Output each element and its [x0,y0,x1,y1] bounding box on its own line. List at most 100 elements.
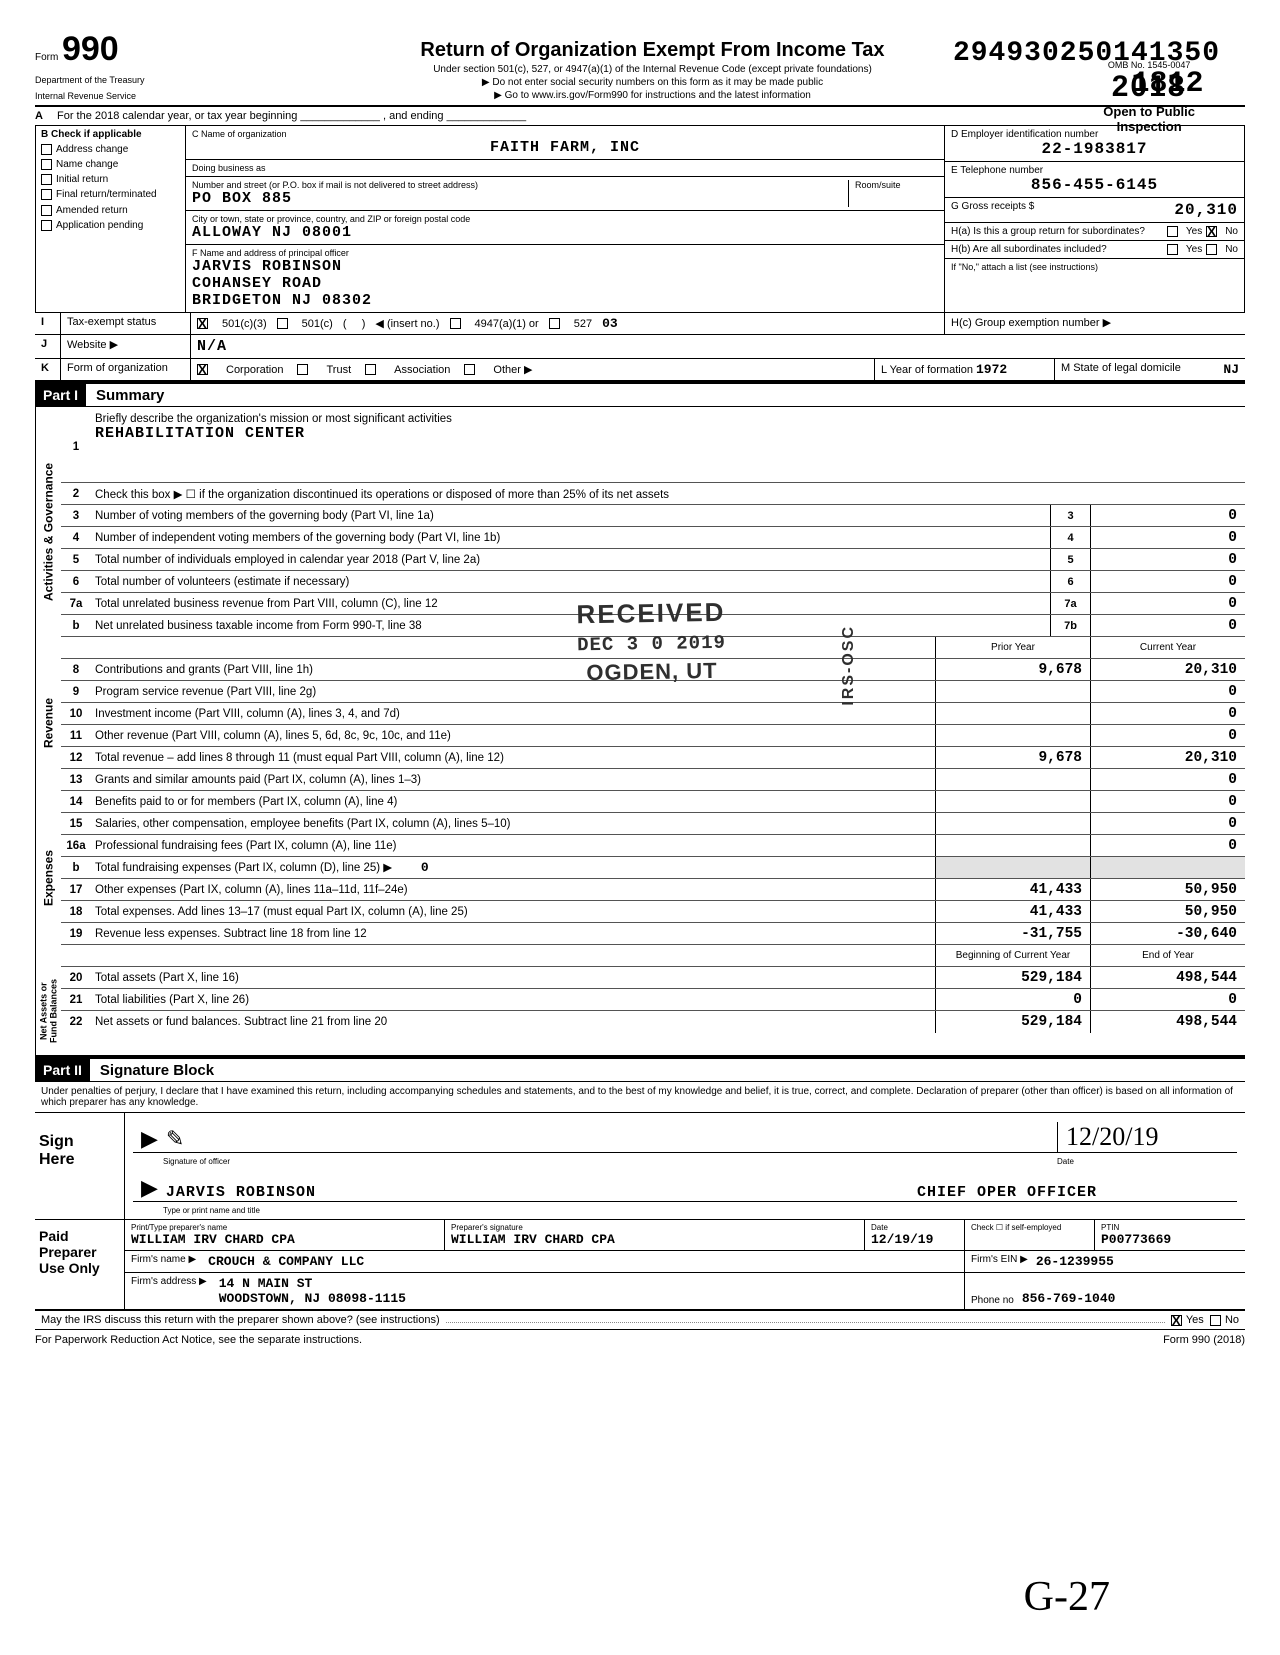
side-expenses: Expenses [35,789,61,967]
perjury-statement: Under penalties of perjury, I declare th… [35,1082,1245,1113]
p17: 41,433 [935,879,1090,900]
c13: 0 [1090,769,1245,790]
chk-association[interactable] [365,364,376,375]
stamp-irs-osc: IRS-OSC [840,625,858,706]
eoy-head: End of Year [1090,945,1245,966]
year-formed: 1972 [976,362,1007,377]
h-self-employed: Check ☐ if self-employed [965,1220,1095,1250]
ha-yes[interactable] [1167,226,1178,237]
line16a: Professional fundraising fees (Part IX, … [91,838,935,854]
current-year-head: Current Year [1090,637,1245,658]
omb-no: OMB No. 1545-0047 [1103,60,1195,70]
v7a: 0 [1090,593,1245,614]
ha-no[interactable] [1206,226,1217,237]
c-label: C Name of organization [192,129,938,139]
line4: Number of independent voting members of … [91,530,1050,546]
firm-addr2: WOODSTOWN, NJ 08098-1115 [219,1291,406,1306]
c18: 50,950 [1090,901,1245,922]
sig-date: 12/20/19 [1057,1122,1237,1152]
line21: Total liabilities (Part X, line 26) [91,992,935,1008]
pra-notice: For Paperwork Reduction Act Notice, see … [35,1334,362,1346]
hb-label: H(b) Are all subordinates included? [951,244,1163,255]
chk-527[interactable] [549,318,560,329]
discuss-yes[interactable] [1171,1315,1182,1326]
v5: 0 [1090,549,1245,570]
state-domicile: NJ [1223,362,1239,377]
line11: Other revenue (Part VIII, column (A), li… [91,728,935,744]
i-label: Tax-exempt status [61,313,191,334]
chk-final-return[interactable]: Final return/terminated [41,189,180,200]
officer-signature: ✎ [166,1126,1057,1152]
p22: 529,184 [935,1011,1090,1033]
line8: Contributions and grants (Part VIII, lin… [91,662,935,678]
line9: Program service revenue (Part VIII, line… [91,684,935,700]
date-label: Date [1057,1157,1237,1166]
h-print-type: Print/Type preparer's name [131,1223,438,1232]
arrow-icon: ▶ [141,1126,158,1152]
discuss-no[interactable] [1210,1315,1221,1326]
hb-yes[interactable] [1167,244,1178,255]
k-label: Form of organization [61,359,191,380]
l-label: L Year of formation [881,364,973,376]
ha-label: H(a) Is this a group return for subordin… [951,226,1163,237]
p11 [935,725,1090,746]
c8: 20,310 [1090,659,1245,680]
chk-amended[interactable]: Amended return [41,205,180,216]
p8: 9,678 [935,659,1090,680]
part-ii-title: Signature Block [90,1062,214,1079]
firm-ein-label: Firm's EIN ▶ [971,1254,1028,1269]
year-box: OMB No. 1545-0047 2018 Open to Public In… [1103,60,1195,134]
part-i-bar: Part I [35,384,86,406]
phone-label: Phone no [971,1295,1014,1306]
v16b: 0 [421,860,429,875]
prior-year-head: Prior Year [935,637,1090,658]
discuss-label: May the IRS discuss this return with the… [41,1314,440,1326]
chk-corporation[interactable] [197,364,208,375]
chk-501c[interactable] [277,318,288,329]
line12: Total revenue – add lines 8 through 11 (… [91,750,935,766]
dba-label: Doing business as [192,163,938,173]
chk-application-pending[interactable]: Application pending [41,220,180,231]
sig-of-officer-label: Signature of officer [163,1157,230,1166]
part-i-title: Summary [86,387,164,404]
chk-trust[interactable] [297,364,308,375]
line17: Other expenses (Part IX, column (A), lin… [91,882,935,898]
g-label: G Gross receipts $ [951,201,1034,219]
chk-address-change[interactable]: Address change [41,144,180,155]
c15: 0 [1090,813,1245,834]
telephone: 856-455-6145 [951,176,1238,194]
c9: 0 [1090,681,1245,702]
p10 [935,703,1090,724]
arrow-icon: ▶ [141,1175,158,1201]
org-address: PO BOX 885 [192,190,848,207]
bcy-head: Beginning of Current Year [935,945,1090,966]
c16a: 0 [1090,835,1245,856]
hb-no[interactable] [1206,244,1217,255]
inspection: Inspection [1103,119,1195,134]
c21: 0 [1090,989,1245,1010]
v7b: 0 [1090,615,1245,636]
line19: Revenue less expenses. Subtract line 18 … [91,926,935,942]
firm-addr1: 14 N MAIN ST [219,1276,406,1291]
form-subtitle-2: ▶ Do not enter social security numbers o… [215,77,1090,88]
stamp-received: RECEIVED [576,597,725,631]
chk-other[interactable] [464,364,475,375]
p21: 0 [935,989,1090,1010]
p19: -31,755 [935,923,1090,944]
v4: 0 [1090,527,1245,548]
chk-initial-return[interactable]: Initial return [41,174,180,185]
v3: 0 [1090,505,1245,526]
handwritten-note: G-27 [1024,1573,1110,1621]
sig-name: JARVIS ROBINSON [166,1184,917,1201]
chk-4947[interactable] [450,318,461,329]
b-label: Check if applicable [51,129,142,140]
line6: Total number of volunteers (estimate if … [91,574,1050,590]
chk-501c3[interactable] [197,318,208,329]
form-footer: Form 990 (2018) [1163,1334,1245,1346]
firm-phone: 856-769-1040 [1022,1291,1116,1306]
v6: 0 [1090,571,1245,592]
chk-name-change[interactable]: Name change [41,159,180,170]
preparer-signature: WILLIAM IRV CHARD CPA [451,1232,858,1247]
type-print-label: Type or print name and title [163,1206,1237,1215]
ein: 22-1983817 [951,140,1238,158]
